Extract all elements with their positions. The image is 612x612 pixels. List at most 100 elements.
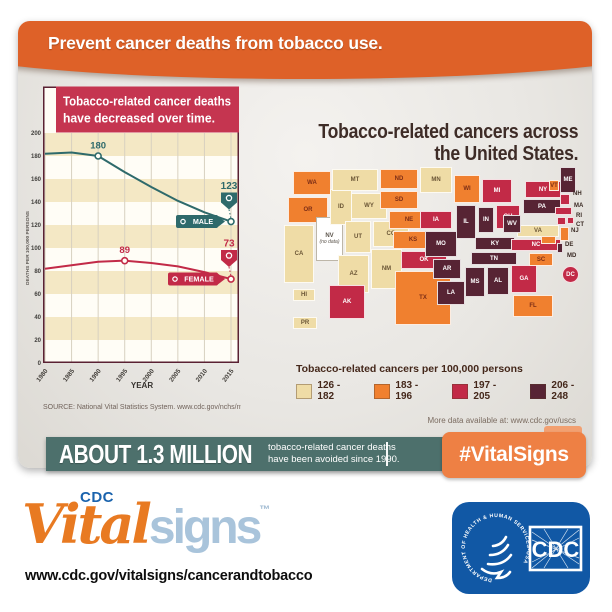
state-label-ri: RI [576, 213, 582, 219]
svg-text:MALE: MALE [193, 217, 214, 226]
svg-text:0: 0 [38, 361, 42, 367]
chart-title-box [56, 86, 239, 133]
hhs-eagle-icon [480, 535, 513, 580]
state-la: LA [437, 281, 465, 305]
legend-title: Tobacco-related cancers per 100,000 pers… [296, 363, 523, 375]
legend-row: 126 - 182 183 - 196 197 - 205 206 - 248 [296, 380, 592, 402]
us-choropleth-map: WA OR CA NV (no data) ID MT WY UT CO AZ NM ND SD NE KS O… [283, 167, 584, 362]
svg-text:2010: 2010 [195, 368, 210, 384]
legend-item: 206 - 248 [530, 380, 592, 402]
state-ia: IA [420, 211, 452, 229]
state-label-md: MD [567, 253, 577, 259]
chart-title-line2: have decreased over time. [63, 112, 215, 126]
state-ga: GA [511, 265, 537, 293]
state-ut: UT [345, 221, 371, 253]
banner-title: Prevent cancer deaths from tobacco use. [48, 33, 383, 53]
legend-item: 126 - 182 [296, 380, 358, 402]
cdc-hhs-logo: DEPARTMENT OF HEALTH & HUMAN SERVICES-US… [452, 502, 590, 594]
state-hi: HI [293, 289, 315, 301]
legend-label: 206 - 248 [551, 380, 575, 402]
state-ky: KY [475, 237, 515, 250]
state-tn: TN [471, 252, 517, 265]
stat-headline: ABOUT 1.3 MILLION [59, 439, 253, 469]
stat-bar: ABOUT 1.3 MILLION tobacco-related cancer… [46, 437, 456, 471]
state-ca: CA [284, 225, 314, 283]
svg-text:60: 60 [34, 292, 41, 298]
state-label-nj: NJ [571, 228, 579, 234]
svg-text:FEMALE: FEMALE [184, 275, 214, 284]
stat-detail-line2: have been avoided since 1990. [268, 453, 400, 465]
svg-text:73: 73 [223, 239, 235, 250]
state-al: AL [487, 267, 509, 295]
svg-text:180: 180 [90, 141, 106, 152]
state-mt: MT [332, 169, 378, 191]
state-dc: DC [562, 266, 579, 283]
state-label-nh: NH [573, 191, 582, 197]
infographic-card: Prevent cancer deaths from tobacco use. … [18, 21, 592, 478]
svg-text:80: 80 [34, 269, 41, 275]
stat-detail: tobacco-related cancer deaths have been … [268, 442, 400, 466]
state-ri [567, 217, 574, 224]
vitalsigns-logo-vital: Vital [22, 492, 152, 556]
svg-text:1995: 1995 [115, 368, 130, 384]
cdc-wordmark-box: CDC [528, 525, 583, 572]
legend-swatch [530, 383, 547, 399]
stat-divider [386, 442, 388, 466]
trademark-symbol: ™ [259, 504, 271, 516]
state-md [541, 236, 556, 244]
chart-source: SOURCE: National Vital Statistics System… [43, 404, 241, 411]
state-nm: NM [371, 249, 402, 289]
state-sd: SD [380, 191, 418, 209]
top-banner: Prevent cancer deaths from tobacco use. [18, 21, 592, 103]
legend-swatch [374, 383, 391, 399]
vitalsigns-logo-cdc: CDC [80, 489, 114, 506]
series-tag-male [176, 215, 218, 229]
map-legend: Tobacco-related cancers per 100,000 pers… [296, 363, 592, 402]
state-mo: MO [425, 231, 457, 257]
state-in: IN [478, 207, 494, 233]
state-mi: MI [482, 179, 512, 203]
svg-text:1985: 1985 [62, 368, 77, 384]
state-vt: VT [549, 180, 559, 191]
legend-swatch [296, 383, 313, 399]
line-chart: MALE FEMALE 180 123 89 73 Tobacco-related canc… [25, 86, 251, 411]
hashtag-badge: #VitalSigns [442, 432, 586, 478]
chart-title-line1: Tobacco-related cancer deaths [63, 95, 231, 109]
state-wv: WV [503, 215, 521, 233]
state-ma [555, 207, 572, 215]
map-title-line1: Tobacco-related cancers across [318, 121, 578, 143]
state-wa: WA [293, 171, 331, 195]
svg-text:20: 20 [34, 338, 41, 344]
banner-orange-shape [18, 21, 592, 79]
stat-detail-line1: tobacco-related cancer deaths [268, 442, 396, 453]
svg-text:1980: 1980 [35, 368, 50, 384]
svg-text:120: 120 [31, 223, 42, 229]
state-label-ct: CT [576, 222, 584, 228]
state-ak: AK [329, 285, 365, 319]
state-nh [560, 194, 570, 205]
legend-label: 197 - 205 [473, 380, 497, 402]
map-title-line2: the United States. [434, 143, 578, 166]
state-ct [557, 217, 566, 225]
state-nd: ND [380, 169, 418, 189]
vitalsigns-logo-signs: signs [148, 501, 262, 554]
series-tag-female [168, 272, 218, 286]
state-me: ME [560, 167, 576, 193]
x-axis-label: YEAR [131, 381, 153, 390]
svg-text:1990: 1990 [88, 368, 103, 384]
state-il: IL [456, 205, 476, 239]
legend-label: 126 - 182 [317, 380, 341, 402]
legend-swatch [452, 383, 469, 399]
state-de [557, 243, 563, 253]
state-pa: PA [523, 199, 561, 214]
svg-text:2015: 2015 [221, 368, 236, 384]
series-line-female [44, 259, 232, 281]
map-data-note: More data available at: www.cdc.gov/uscs [427, 416, 576, 425]
line-chart-panel: MALE FEMALE 180 123 89 73 Tobacco-related canc… [23, 85, 251, 417]
state-sc: SC [529, 253, 553, 266]
series-line-male [44, 151, 232, 223]
vitalsigns-logo: Vital CDC signs™ [22, 489, 271, 556]
svg-text:2005: 2005 [168, 368, 183, 384]
svg-text:140: 140 [31, 200, 42, 206]
